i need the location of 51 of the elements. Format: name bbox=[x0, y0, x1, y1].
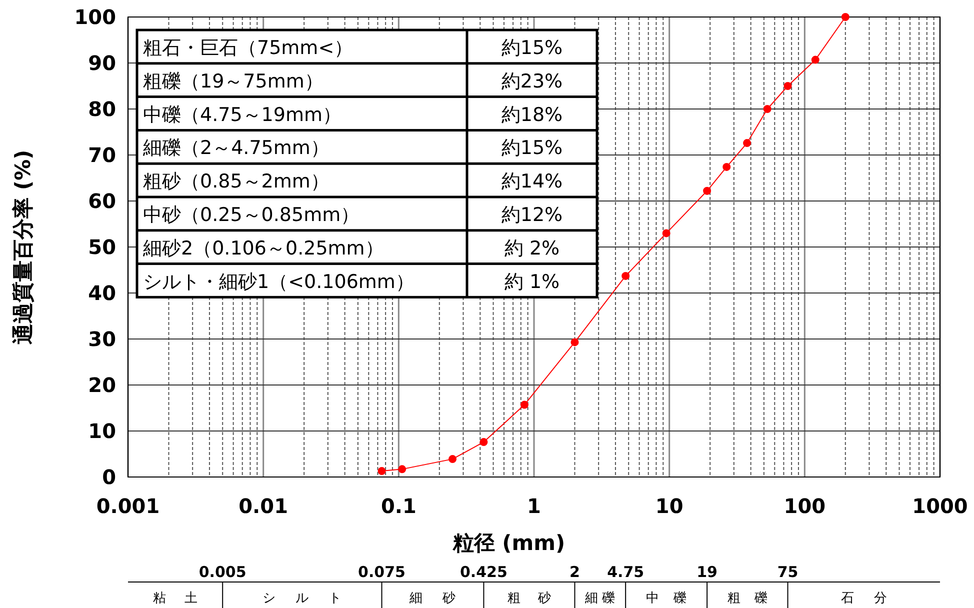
y-tick-label: 100 bbox=[74, 5, 116, 29]
y-tick-label: 30 bbox=[88, 327, 116, 351]
annotation: 中礫（4.75～19mm） bbox=[143, 104, 342, 126]
y-tick-label: 80 bbox=[88, 97, 116, 121]
y-tick-label: 60 bbox=[88, 189, 116, 213]
text: 2 bbox=[570, 563, 580, 581]
x-tick-label: 10 bbox=[655, 494, 684, 518]
annotation: 粗石・巨石（75mm<） bbox=[143, 37, 354, 59]
y-tick-label: 90 bbox=[88, 51, 116, 75]
category-label: 細礫 bbox=[584, 591, 620, 606]
annotation: シルト・細砂1（<0.106mm） bbox=[143, 270, 414, 293]
annotation: 細砂2（0.106～0.25mm） bbox=[142, 237, 384, 260]
x-tick-label: 1000 bbox=[912, 494, 968, 518]
annotation: 約15% bbox=[501, 37, 563, 59]
annotation: 約12% bbox=[501, 204, 563, 226]
annotation: 約 1% bbox=[504, 270, 560, 293]
annotation: 中砂（0.25～0.85mm） bbox=[143, 204, 360, 226]
y-tick-label: 70 bbox=[88, 143, 116, 167]
annotation: 約15% bbox=[501, 137, 563, 160]
category-label: 粗礫 bbox=[727, 591, 782, 606]
x-tick-label: 0.1 bbox=[380, 494, 416, 518]
x-tick-label: 1 bbox=[527, 494, 541, 518]
category-label: 細砂 bbox=[408, 591, 476, 606]
annotation: 細礫（2～4.75mm） bbox=[142, 137, 330, 160]
text: 4.75 bbox=[607, 563, 644, 581]
x-tick-label: 0.01 bbox=[238, 494, 288, 518]
y-axis-title: 通過質量百分率 (%) bbox=[11, 150, 35, 346]
x-tick-label: 100 bbox=[784, 494, 826, 518]
y-tick-label: 50 bbox=[88, 235, 116, 259]
y-tick-label: 0 bbox=[102, 465, 116, 489]
category-label: 中礫 bbox=[646, 591, 701, 606]
annotation: 約 2% bbox=[504, 237, 560, 260]
annotation: 約18% bbox=[501, 104, 563, 126]
annotation: 粗砂（0.85～2mm） bbox=[143, 170, 330, 193]
category-label: シルト bbox=[262, 591, 362, 606]
category-label: 石分 bbox=[840, 591, 907, 606]
x-axis-title: 粒径 (mm) bbox=[452, 531, 566, 555]
annotation: 粗礫（19～75mm） bbox=[143, 70, 324, 92]
text: 75 bbox=[777, 563, 798, 581]
text: 0.425 bbox=[460, 563, 508, 581]
y-tick-label: 40 bbox=[88, 281, 116, 305]
category-label: 粘土 bbox=[153, 591, 216, 606]
annotation: 約23% bbox=[501, 70, 563, 92]
annotation: 約14% bbox=[501, 170, 563, 193]
text: 0.075 bbox=[358, 563, 406, 581]
category-label: 粗砂 bbox=[508, 591, 568, 606]
text: 0.005 bbox=[198, 563, 246, 581]
y-tick-label: 10 bbox=[88, 419, 116, 443]
x-tick-label: 0.001 bbox=[96, 494, 160, 518]
y-tick-label: 20 bbox=[88, 373, 116, 397]
text: 19 bbox=[696, 563, 718, 581]
